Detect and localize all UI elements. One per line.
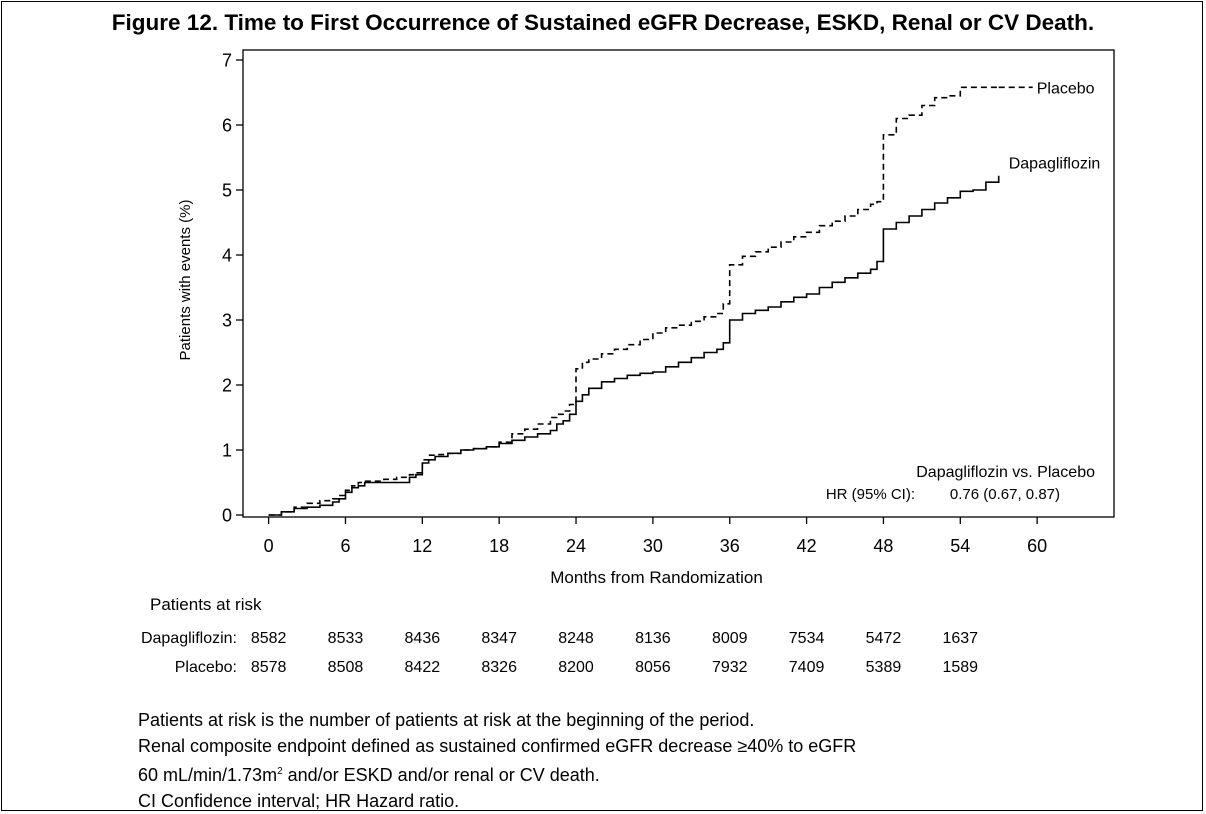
- footnote-line3-post: and/or ESKD and/or renal or CV death.: [282, 765, 600, 785]
- x-tick-label: 54: [950, 536, 970, 556]
- y-axis-title: Patients with events (%): [177, 200, 194, 361]
- x-tick-label: 36: [720, 536, 740, 556]
- footnote-superscript: 2: [277, 766, 283, 777]
- footnotes: Patients at risk is the number of patien…: [138, 708, 856, 814]
- hr-annotation-label: HR (95% CI):: [826, 486, 915, 503]
- risk-table-cell: 5472: [866, 630, 902, 647]
- risk-table-cell: 8578: [251, 659, 287, 676]
- risk-table-row-label: Dapagliflozin:: [141, 630, 237, 647]
- series-label-dapagliflozin: Dapagliflozin: [1009, 156, 1101, 173]
- risk-table-row-label: Placebo:: [175, 659, 237, 676]
- risk-table-cell: 8422: [405, 659, 441, 676]
- risk-table-cell: 8436: [405, 630, 441, 647]
- series-line-placebo: [268, 86, 999, 516]
- risk-table-cell: 8533: [328, 630, 364, 647]
- y-tick-label: 7: [222, 51, 232, 71]
- risk-table-cell: 8136: [635, 630, 671, 647]
- risk-table-cell: 8248: [558, 630, 594, 647]
- risk-table-cell: 7534: [789, 630, 825, 647]
- x-tick-label: 24: [566, 536, 586, 556]
- figure-title: Figure 12. Time to First Occurrence of S…: [111, 10, 1095, 35]
- risk-table-cell: 8326: [481, 659, 517, 676]
- risk-table-heading: Patients at risk: [150, 595, 262, 614]
- risk-table-cell: 5389: [866, 659, 902, 676]
- risk-table-cell: 8347: [481, 630, 517, 647]
- footnote-line3-pre: 60 mL/min/1.73m: [138, 765, 278, 785]
- x-tick-label: 6: [340, 536, 350, 556]
- x-tick-label: 30: [643, 536, 663, 556]
- y-tick-label: 2: [222, 376, 232, 396]
- x-tick-label: 48: [873, 536, 893, 556]
- series-line-dapagliflozin: [268, 175, 1000, 516]
- plot-area-frame: [242, 49, 1115, 518]
- y-tick-label: 3: [222, 311, 232, 331]
- risk-table-cell: 7932: [712, 659, 748, 676]
- hr-annotation-title: Dapagliflozin vs. Placebo: [916, 464, 1095, 481]
- x-axis-title: Months from Randomization: [550, 568, 763, 587]
- risk-table-cell: 1637: [942, 630, 978, 647]
- footnote-endpoint-definition-cont: 60 mL/min/1.73m2 and/or ESKD and/or rena…: [138, 759, 856, 789]
- footnote-endpoint-definition: Renal composite endpoint defined as sust…: [138, 735, 857, 756]
- x-tick-label: 42: [797, 536, 817, 556]
- series-label-placebo: Placebo: [1037, 80, 1095, 97]
- risk-table-cell: 8056: [635, 659, 671, 676]
- y-tick-label: 4: [222, 246, 232, 266]
- footnote-abbreviations: CI Confidence interval; HR Hazard ratio.: [138, 790, 460, 811]
- y-tick-label: 0: [222, 506, 232, 526]
- risk-table-cell: 8582: [251, 630, 287, 647]
- risk-table-cell: 7409: [789, 659, 825, 676]
- risk-table-cell: 8200: [558, 659, 594, 676]
- risk-table-cell: 1589: [942, 659, 978, 676]
- x-tick-label: 12: [412, 536, 432, 556]
- risk-table-cell: 8009: [712, 630, 748, 647]
- risk-table-cell: 8508: [328, 659, 364, 676]
- x-tick-label: 60: [1027, 536, 1047, 556]
- y-tick-label: 1: [222, 441, 232, 461]
- hr-annotation-value: 0.76 (0.67, 0.87): [950, 486, 1060, 503]
- y-tick-label: 5: [222, 181, 232, 201]
- x-tick-label: 18: [489, 536, 509, 556]
- footnote-patients-at-risk: Patients at risk is the number of patien…: [138, 710, 755, 730]
- y-tick-label: 6: [222, 116, 232, 136]
- x-tick-label: 0: [264, 536, 274, 556]
